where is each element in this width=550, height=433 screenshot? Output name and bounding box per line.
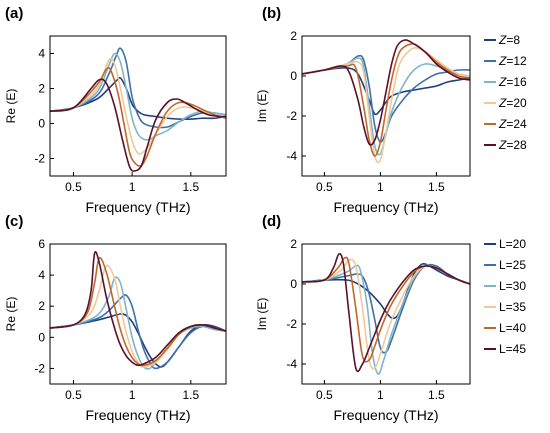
- panel-a-ylabel: Re (E): [4, 89, 18, 124]
- panel-a-series-z-16: [50, 52, 226, 141]
- panel-c-xtick-label: 1.5: [182, 388, 199, 402]
- panel-c-xtick-label: 0.5: [65, 388, 82, 402]
- panel-a-legend-entry: Z=24: [498, 117, 527, 131]
- panel-c-xlabel: Frequency (THz): [85, 407, 190, 423]
- panel-d-ylabel: Im (E): [255, 298, 269, 331]
- panel-c-series-l-30: [50, 276, 226, 370]
- panel-a-legend-entry: Z=16: [498, 75, 527, 89]
- panel-a-series-z-24: [50, 66, 226, 167]
- panel-c-legend-entry: L=40: [499, 321, 526, 335]
- panel-b-xtick-label: 0.5: [316, 180, 333, 194]
- panel-a-label: (a): [5, 5, 23, 22]
- panel-b-series-z-20: [302, 47, 470, 164]
- panel-b-xlabel: Frequency (THz): [333, 199, 438, 215]
- panel-c-series-l-25: [50, 294, 226, 370]
- panel-c-ytick-label: 2: [38, 299, 45, 313]
- panel-d-ytick-label: -2: [286, 317, 297, 331]
- panel-a-legend-entry: Z=20: [498, 96, 527, 110]
- panel-b-xtick-label: 1: [377, 180, 384, 194]
- panel-c-ytick-label: -2: [34, 361, 45, 375]
- panel-d-xtick-label: 0.5: [316, 388, 333, 402]
- panel-d-xtick-label: 1: [377, 388, 384, 402]
- panel-a-ytick-label: -2: [34, 152, 45, 166]
- panel-b-xtick-label: 1.5: [428, 180, 445, 194]
- panel-b-series-z-28: [302, 39, 470, 146]
- panel-d-xtick-label: 1.5: [428, 388, 445, 402]
- panel-c-legend-entry: L=35: [499, 300, 526, 314]
- panel-c-legend-entry: L=30: [499, 279, 526, 293]
- panel-c-axes-box: [49, 243, 227, 385]
- panel-c-label: (c): [5, 213, 23, 230]
- panel-a-axes-box: [49, 35, 227, 177]
- panel-b-ytick-label: 0: [290, 69, 297, 83]
- panel-c-legend-entry: L=25: [499, 258, 526, 272]
- panel-a-xtick-label: 1.5: [182, 180, 199, 194]
- panel-a-series-z-20: [50, 57, 226, 155]
- panel-a-series-z-8: [50, 76, 226, 121]
- panel-c-ytick-label: 6: [38, 237, 45, 251]
- panel-d-axes-box: [301, 243, 471, 385]
- panel-b-ytick-label: -4: [286, 149, 297, 163]
- panel-a-legend-entry: Z=8: [498, 33, 520, 47]
- panel-d-xlabel: Frequency (THz): [333, 407, 438, 423]
- panel-a-legend-entry: Z=12: [498, 54, 527, 68]
- panel-a-xtick-label: 1: [129, 180, 136, 194]
- panel-a-xtick-label: 0.5: [65, 180, 82, 194]
- panel-c-ylabel: Re (E): [4, 297, 18, 332]
- panel-b-axes-box: [301, 35, 471, 177]
- panel-c-legend-entry: L=45: [499, 342, 526, 356]
- panel-c-xtick-label: 1: [129, 388, 136, 402]
- panel-c-ytick-label: 4: [38, 268, 45, 282]
- panel-c-series-l-45: [50, 251, 226, 367]
- panel-c-legend-entry: L=20: [499, 237, 526, 251]
- panel-d-ytick-label: 2: [290, 237, 297, 251]
- panel-a-series-z-12: [50, 47, 226, 129]
- panel-c-series-l-35: [50, 264, 226, 368]
- panel-c-series-l-40: [50, 256, 226, 367]
- panel-a-ytick-label: 2: [38, 82, 45, 96]
- panel-d-ytick-label: 0: [290, 277, 297, 291]
- panel-b-ytick-label: -2: [286, 109, 297, 123]
- panel-c-ytick-label: 0: [38, 330, 45, 344]
- panel-a-xlabel: Frequency (THz): [85, 199, 190, 215]
- panel-d-label: (d): [262, 213, 281, 230]
- panel-c-series-l-20: [50, 313, 226, 368]
- panel-a-ytick-label: 0: [38, 117, 45, 131]
- panel-d-ytick-label: -4: [286, 357, 297, 371]
- panel-a-series-z-28: [50, 78, 226, 172]
- panel-b-label: (b): [262, 5, 281, 22]
- panel-a-ytick-label: 4: [38, 47, 45, 61]
- panel-d-series-l-45: [302, 253, 470, 373]
- panel-d-series-l-30: [302, 264, 470, 375]
- panel-b-ytick-label: 2: [290, 29, 297, 43]
- panel-a-legend-entry: Z=28: [498, 138, 527, 152]
- panel-b-ylabel: Im (E): [255, 90, 269, 123]
- panel-b-series-z-24: [302, 43, 470, 157]
